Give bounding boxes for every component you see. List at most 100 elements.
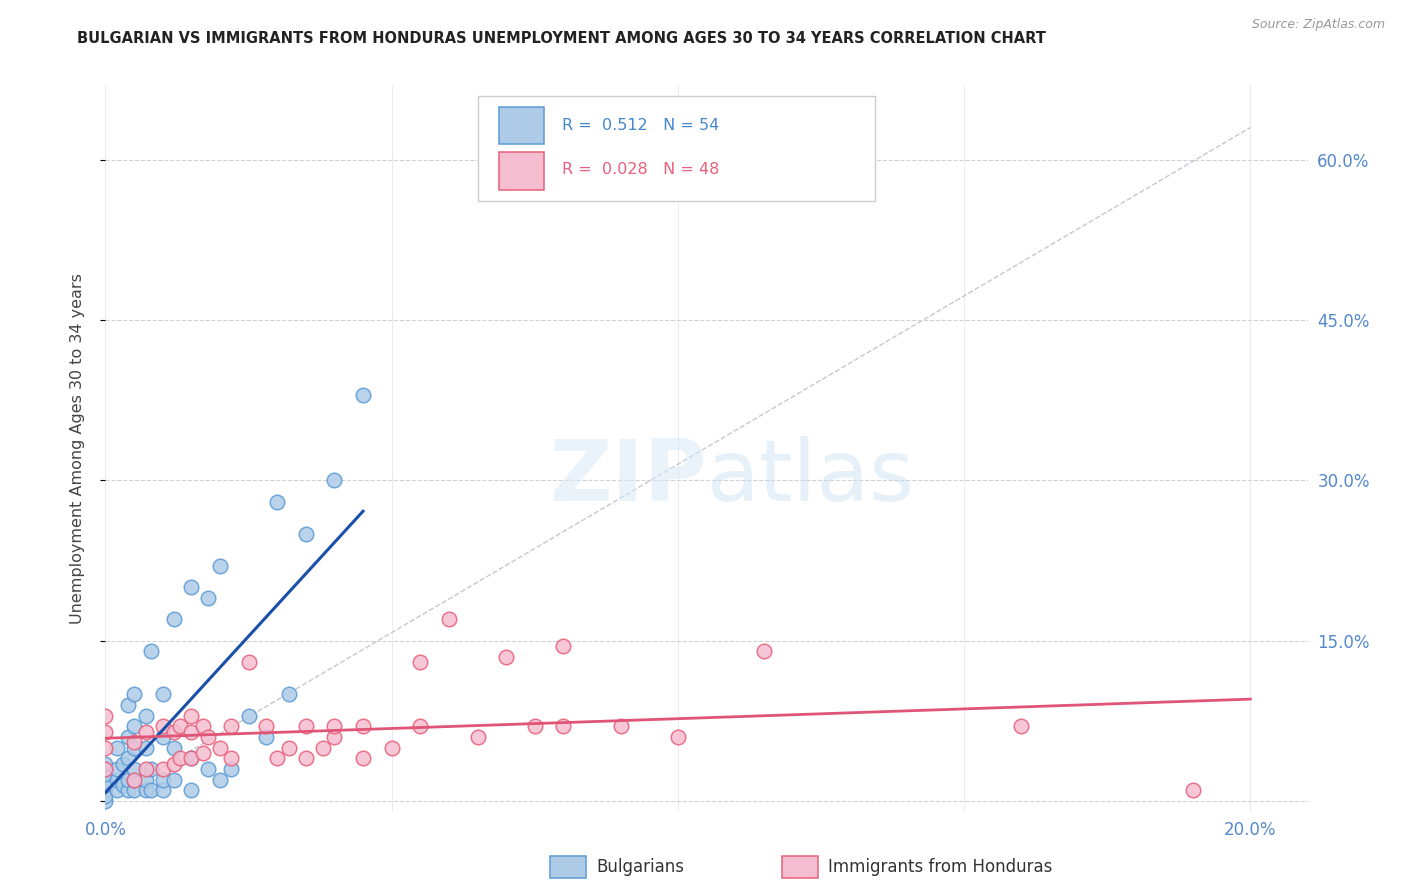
Point xyxy=(152,730,174,744)
Point xyxy=(352,388,374,402)
Point xyxy=(197,730,219,744)
Point xyxy=(111,756,134,771)
Point xyxy=(117,783,139,797)
Point xyxy=(163,612,186,626)
Point xyxy=(94,762,117,776)
Point xyxy=(141,644,163,658)
Point xyxy=(111,778,134,792)
Point xyxy=(122,772,145,787)
Point xyxy=(152,719,174,733)
Point xyxy=(523,719,546,733)
Text: BULGARIAN VS IMMIGRANTS FROM HONDURAS UNEMPLOYMENT AMONG AGES 30 TO 34 YEARS COR: BULGARIAN VS IMMIGRANTS FROM HONDURAS UN… xyxy=(77,31,1046,46)
Point xyxy=(553,719,575,733)
Point xyxy=(409,655,432,669)
Point xyxy=(208,772,231,787)
Point xyxy=(197,591,219,605)
Point xyxy=(122,740,145,755)
Point xyxy=(135,724,157,739)
Point xyxy=(1182,783,1205,797)
Point xyxy=(312,740,335,755)
Point xyxy=(122,719,145,733)
Point xyxy=(609,719,631,733)
Point xyxy=(208,558,231,573)
Point xyxy=(163,756,186,771)
Point xyxy=(295,719,318,733)
Point xyxy=(221,762,243,776)
Point xyxy=(467,730,489,744)
Point xyxy=(141,783,163,797)
Point xyxy=(221,751,243,765)
Text: R =  0.512   N = 54: R = 0.512 N = 54 xyxy=(562,119,720,133)
Point xyxy=(666,730,689,744)
Point xyxy=(117,772,139,787)
Point xyxy=(381,740,404,755)
Point xyxy=(94,740,117,755)
Point xyxy=(94,789,117,803)
Point xyxy=(152,772,174,787)
Point xyxy=(254,719,277,733)
Point xyxy=(169,719,191,733)
Point xyxy=(163,740,186,755)
Point xyxy=(105,772,128,787)
Point xyxy=(180,708,202,723)
Point xyxy=(94,708,117,723)
Point xyxy=(163,772,186,787)
Text: Bulgarians: Bulgarians xyxy=(596,858,685,876)
Point xyxy=(105,783,128,797)
Point xyxy=(197,762,219,776)
Point xyxy=(135,708,157,723)
Point xyxy=(152,783,174,797)
Point xyxy=(152,687,174,701)
Point xyxy=(277,687,299,701)
Point xyxy=(409,719,432,733)
Point xyxy=(752,644,775,658)
Point xyxy=(266,751,288,765)
Point xyxy=(94,794,117,808)
Point xyxy=(495,649,517,664)
Point xyxy=(238,708,260,723)
Point xyxy=(117,698,139,712)
Point xyxy=(208,740,231,755)
Point xyxy=(352,719,374,733)
Point xyxy=(553,639,575,653)
Bar xyxy=(782,855,818,879)
Point xyxy=(323,719,346,733)
Point xyxy=(180,783,202,797)
Point xyxy=(238,655,260,669)
Point xyxy=(122,762,145,776)
Point xyxy=(266,494,288,508)
Point xyxy=(352,751,374,765)
Text: ZIP: ZIP xyxy=(548,436,707,519)
Point xyxy=(221,719,243,733)
Point xyxy=(163,724,186,739)
Point xyxy=(135,740,157,755)
Point xyxy=(122,735,145,749)
Point xyxy=(122,772,145,787)
Point xyxy=(277,740,299,755)
Point xyxy=(122,783,145,797)
Point xyxy=(105,762,128,776)
Point xyxy=(94,756,117,771)
Point xyxy=(323,730,346,744)
Point xyxy=(191,746,214,760)
Text: Source: ZipAtlas.com: Source: ZipAtlas.com xyxy=(1251,18,1385,31)
FancyBboxPatch shape xyxy=(499,152,544,190)
Point xyxy=(94,778,117,792)
Point xyxy=(117,751,139,765)
Bar xyxy=(550,855,586,879)
Point xyxy=(1010,719,1032,733)
Point xyxy=(295,751,318,765)
Point xyxy=(437,612,460,626)
Point xyxy=(180,751,202,765)
Point xyxy=(295,526,318,541)
Point xyxy=(169,751,191,765)
Point xyxy=(94,783,117,797)
Point xyxy=(323,473,346,487)
Point xyxy=(141,762,163,776)
Point xyxy=(135,772,157,787)
Point xyxy=(180,724,202,739)
FancyBboxPatch shape xyxy=(499,107,544,145)
Point xyxy=(94,772,117,787)
Point xyxy=(105,740,128,755)
Text: R =  0.028   N = 48: R = 0.028 N = 48 xyxy=(562,162,720,178)
